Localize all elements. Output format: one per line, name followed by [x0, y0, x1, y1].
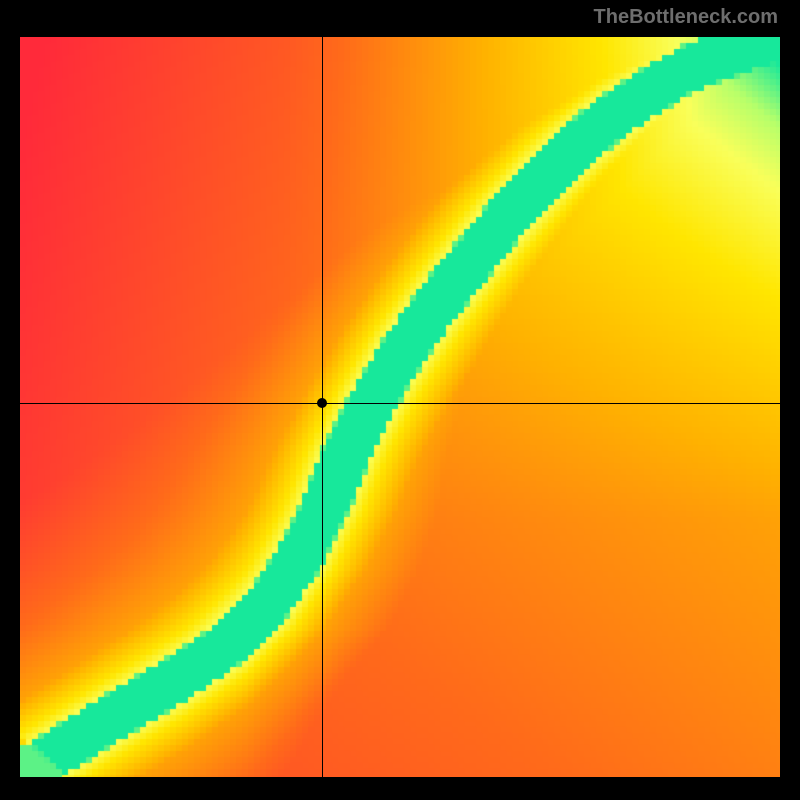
- crosshair-horizontal: [20, 403, 780, 404]
- watermark-text: TheBottleneck.com: [594, 6, 778, 29]
- heatmap-plot: [20, 37, 780, 777]
- heatmap-canvas: [20, 37, 780, 777]
- crosshair-marker: [317, 398, 327, 408]
